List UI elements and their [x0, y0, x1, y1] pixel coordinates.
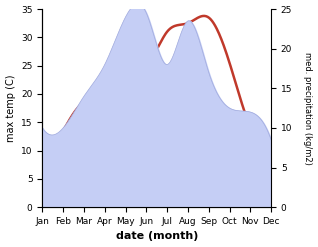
Y-axis label: max temp (C): max temp (C) — [5, 74, 16, 142]
X-axis label: date (month): date (month) — [115, 231, 198, 242]
Y-axis label: med. precipitation (kg/m2): med. precipitation (kg/m2) — [303, 52, 313, 165]
